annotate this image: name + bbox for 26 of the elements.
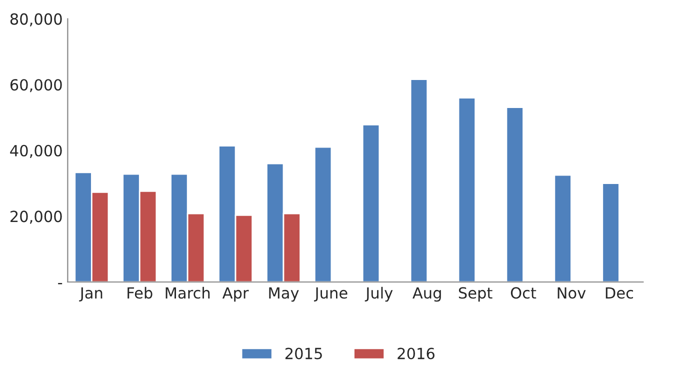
bar xyxy=(602,182,620,282)
bar xyxy=(554,174,572,282)
x-tick-label: Dec xyxy=(606,287,634,299)
bar xyxy=(458,97,476,282)
legend-label: 2015 xyxy=(285,348,322,360)
x-tick-label: July xyxy=(364,286,393,302)
x-tick-label: Feb xyxy=(128,286,152,299)
legend-label: 2016 xyxy=(398,348,434,360)
x-tick-label: June xyxy=(314,287,348,302)
x-tick-label: March xyxy=(166,286,210,299)
y-tick-label: 80,000 xyxy=(10,13,62,26)
y-tick-label: 60,000 xyxy=(10,79,62,92)
y-tick-label: 40,000 xyxy=(10,144,62,158)
bar xyxy=(410,78,428,282)
y-tick-label: - xyxy=(58,283,62,284)
bar xyxy=(362,124,380,282)
x-tick-label: Nov xyxy=(558,287,586,299)
x-tick-label: Apr xyxy=(222,287,249,302)
x-tick-label: Oct xyxy=(510,287,536,299)
x-tick-label: Aug xyxy=(412,287,441,302)
x-tick-label: Sept xyxy=(458,287,492,302)
bar xyxy=(506,106,524,282)
y-tick-label: 20,000 xyxy=(10,210,62,224)
x-tick-label: May xyxy=(269,287,299,302)
x-tick-label: Jan xyxy=(79,287,102,302)
bar xyxy=(314,146,332,282)
